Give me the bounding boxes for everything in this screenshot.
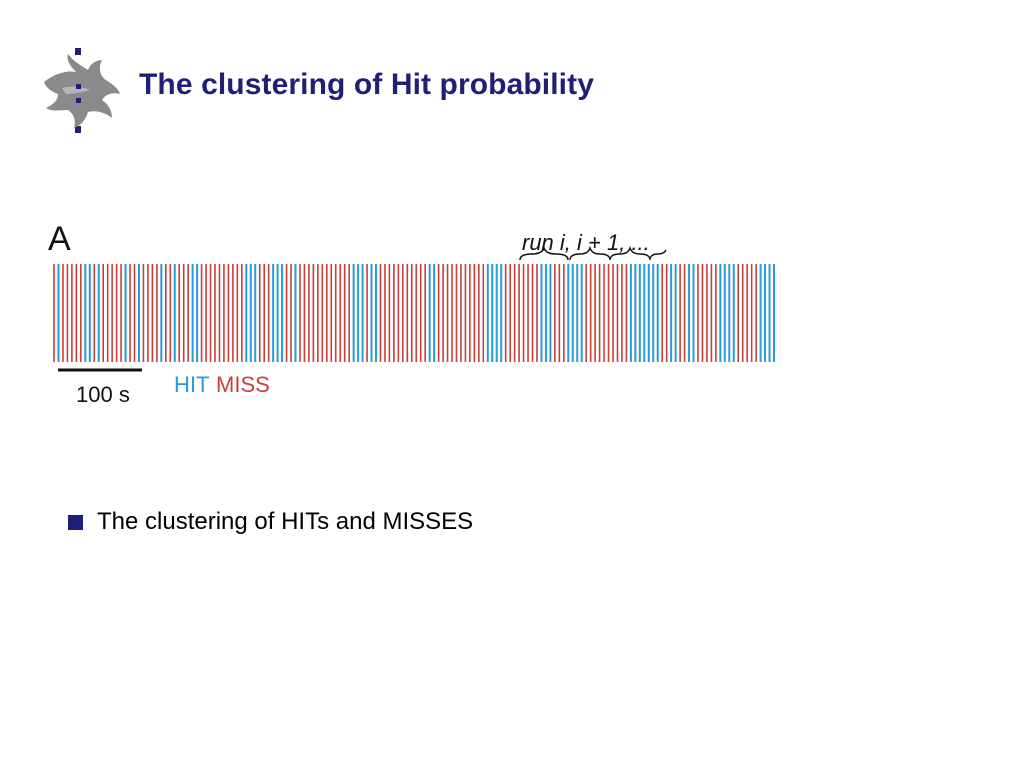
bullet-text: The clustering of HITs and MISSES — [97, 508, 474, 535]
scale-bar-label: 100 s — [76, 382, 130, 407]
slide-title: The clustering of Hit probability — [139, 68, 594, 101]
run-brace-right — [569, 245, 667, 261]
bullet-square-icon — [68, 514, 83, 530]
university-logo — [36, 48, 126, 136]
legend-miss: MISS — [216, 372, 270, 397]
flame-crest-icon — [44, 48, 120, 133]
hit-miss-raster-figure: A run i, i + 1, ... 100 s HIT MISS — [46, 210, 786, 422]
raster-svg: A run i, i + 1, ... 100 s HIT MISS — [48, 220, 775, 407]
bullet-item: The clustering of HITs and MISSES — [68, 508, 473, 536]
run-brace-left — [519, 245, 569, 261]
raster-ticks — [53, 264, 775, 362]
panel-label: A — [48, 220, 71, 258]
legend-hit: HIT — [174, 372, 209, 397]
